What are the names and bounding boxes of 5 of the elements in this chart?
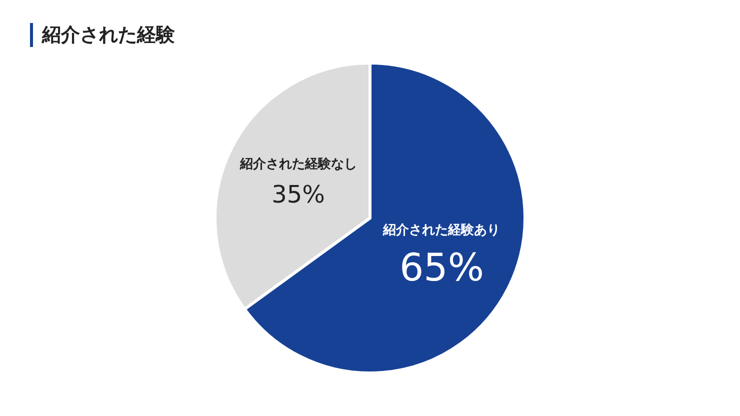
slice-label: 紹介された経験あり (382, 223, 500, 238)
data-label: 65% (399, 246, 484, 290)
slice-label: 紹介された経験なし (238, 156, 357, 172)
data-label: 35% (272, 180, 325, 208)
chart-title: 紹介された経験 (42, 23, 175, 48)
